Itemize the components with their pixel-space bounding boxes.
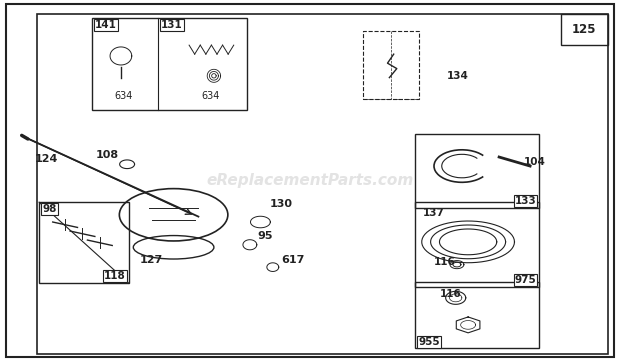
Text: 955: 955 [418,336,440,347]
Text: eReplacementParts.com: eReplacementParts.com [206,173,414,188]
Text: 133: 133 [515,196,536,206]
Text: 634: 634 [202,91,220,101]
Bar [92,18,247,110]
Bar [363,31,419,99]
Bar [561,14,608,45]
Text: 127: 127 [140,255,162,265]
Text: 131: 131 [161,20,183,30]
Text: 975: 975 [515,275,536,285]
Text: 124: 124 [35,154,58,164]
Text: 134: 134 [446,71,468,81]
Bar [415,202,539,287]
Text: 104: 104 [524,157,546,168]
Text: 137: 137 [423,208,445,218]
Text: 617: 617 [281,255,304,265]
Bar [415,134,539,208]
Bar [39,202,129,283]
Bar [415,282,539,348]
Text: 141: 141 [95,20,117,30]
Text: 130: 130 [270,199,293,209]
Text: 116: 116 [434,257,456,267]
Text: 116: 116 [440,289,462,299]
Text: 125: 125 [572,23,596,36]
Text: 634: 634 [115,91,133,101]
Text: 118: 118 [104,271,126,281]
Text: 95: 95 [257,231,273,242]
Text: 108: 108 [96,150,119,160]
Text: 98: 98 [42,204,56,214]
